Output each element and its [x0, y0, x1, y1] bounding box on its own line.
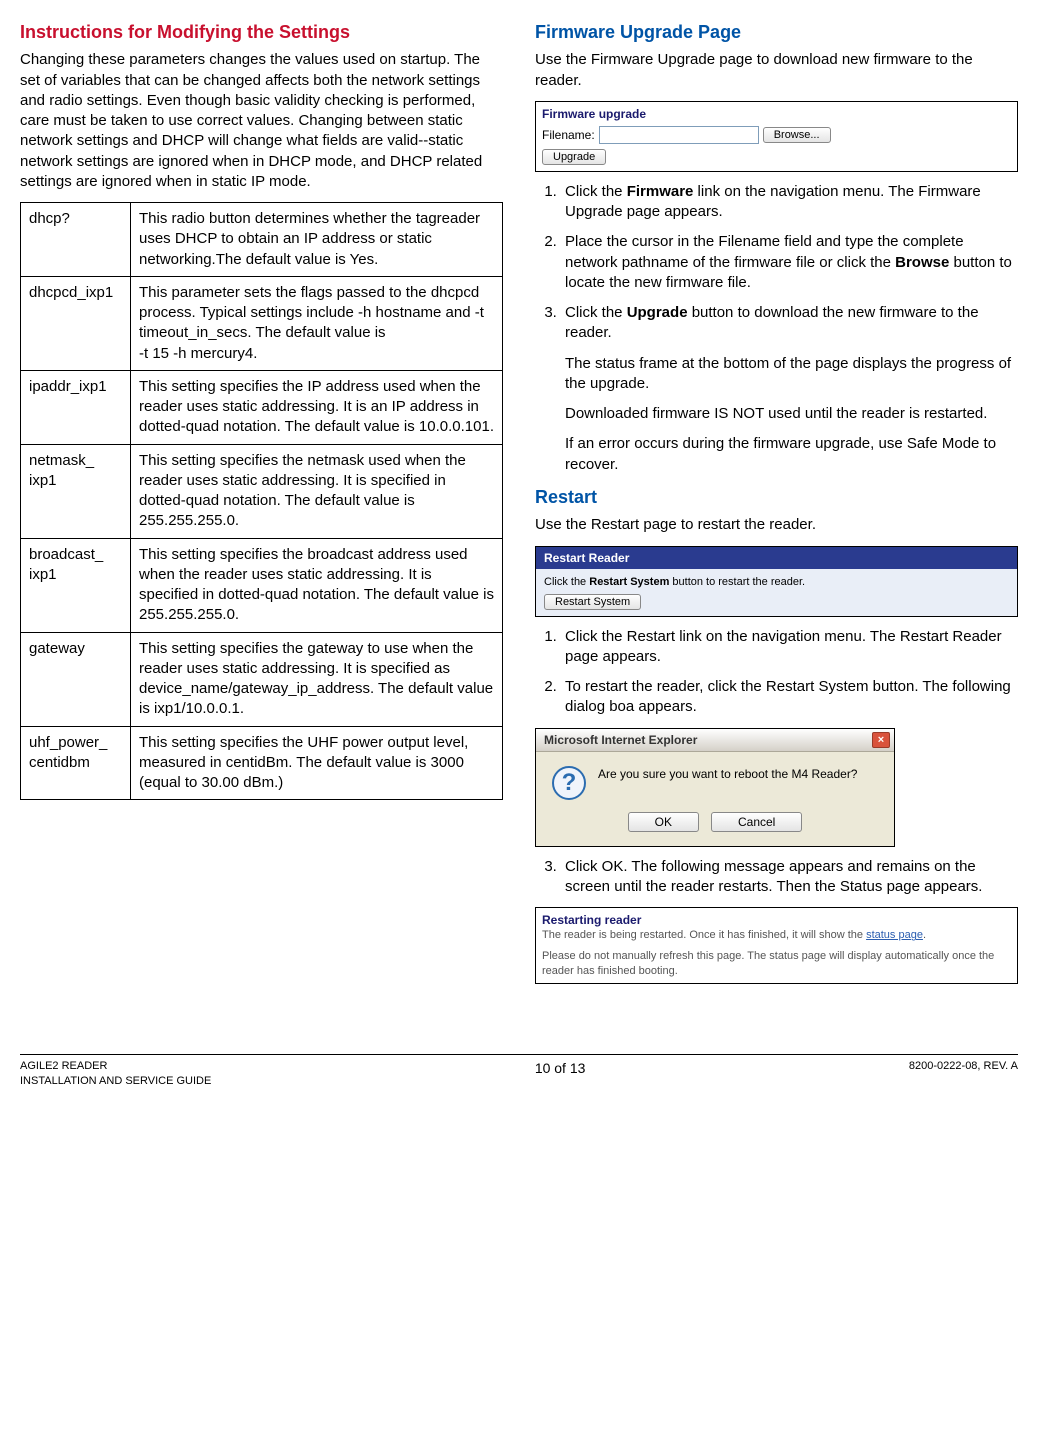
restart-intro: Use the Restart page to restart the read… — [535, 515, 1018, 535]
settings-heading: Instructions for Modifying the Settings — [20, 20, 503, 44]
table-row: dhcp?This radio button determines whethe… — [21, 203, 503, 277]
table-row: netmask_ ixp1This setting specifies the … — [21, 444, 503, 538]
table-row: gatewayThis setting specifies the gatewa… — [21, 632, 503, 726]
firmware-intro: Use the Firmware Upgrade page to downloa… — [535, 50, 1018, 91]
setting-key: ipaddr_ixp1 — [21, 370, 131, 444]
fw-step-3: Click the Upgrade button to download the… — [561, 303, 1018, 344]
firmware-steps: Click the Firmware link on the navigatio… — [535, 182, 1018, 344]
setting-key: uhf_power_ centidbm — [21, 726, 131, 800]
firmware-heading: Firmware Upgrade Page — [535, 20, 1018, 44]
fw-step-2: Place the cursor in the Filename field a… — [561, 232, 1018, 293]
ie-message: Are you sure you want to reboot the M4 R… — [598, 766, 857, 782]
settings-table: dhcp?This radio button determines whethe… — [20, 202, 503, 800]
setting-value: This parameter sets the flags passed to … — [131, 276, 503, 370]
restarting-reader-screenshot: Restarting reader The reader is being re… — [535, 907, 1018, 984]
restarting-line-2: Please do not manually refresh this page… — [542, 949, 1011, 979]
rs-step-1: Click the Restart link on the navigation… — [561, 627, 1018, 668]
fw-sub-3: If an error occurs during the firmware u… — [565, 434, 1018, 475]
setting-key: dhcp? — [21, 203, 131, 277]
right-column: Firmware Upgrade Page Use the Firmware U… — [535, 20, 1018, 994]
page-footer: AGILE2 READER INSTALLATION AND SERVICE G… — [20, 1054, 1018, 1089]
browse-button[interactable]: Browse... — [763, 127, 831, 143]
restart-reader-screenshot: Restart Reader Click the Restart System … — [535, 546, 1018, 617]
rs-step-2: To restart the reader, click the Restart… — [561, 677, 1018, 718]
footer-right: 8200-0222-08, REV. A — [909, 1059, 1018, 1089]
ie-confirm-dialog: Microsoft Internet Explorer × ? Are you … — [535, 728, 895, 847]
setting-key: dhcpcd_ixp1 — [21, 276, 131, 370]
settings-intro: Changing these parameters changes the va… — [20, 50, 503, 192]
fw-box-title: Firmware upgrade — [542, 106, 1011, 122]
ie-title: Microsoft Internet Explorer — [544, 732, 697, 748]
fw-filename-input[interactable] — [599, 126, 759, 144]
restarting-title: Restarting reader — [542, 912, 1011, 928]
table-row: dhcpcd_ixp1This parameter sets the flags… — [21, 276, 503, 370]
cancel-button[interactable]: Cancel — [711, 812, 802, 832]
table-row: ipaddr_ixp1This setting specifies the IP… — [21, 370, 503, 444]
setting-value: This setting specifies the UHF power out… — [131, 726, 503, 800]
setting-value: This setting specifies the gateway to us… — [131, 632, 503, 726]
ok-button[interactable]: OK — [628, 812, 699, 832]
rs-step-3: Click OK. The following message appears … — [561, 857, 1018, 898]
restart-box-title: Restart Reader — [536, 547, 1017, 569]
footer-left: AGILE2 READER INSTALLATION AND SERVICE G… — [20, 1059, 211, 1089]
fw-filename-label: Filename: — [542, 127, 595, 143]
firmware-upgrade-screenshot: Firmware upgrade Filename: Browse... Upg… — [535, 101, 1018, 172]
fw-sub-2: Downloaded firmware IS NOT used until th… — [565, 404, 1018, 424]
restarting-line-1: The reader is being restarted. Once it h… — [542, 928, 1011, 943]
setting-key: gateway — [21, 632, 131, 726]
close-icon[interactable]: × — [872, 732, 890, 748]
setting-key: broadcast_ ixp1 — [21, 538, 131, 632]
restart-system-button[interactable]: Restart System — [544, 594, 641, 610]
left-column: Instructions for Modifying the Settings … — [20, 20, 503, 994]
restart-steps-b: Click OK. The following message appears … — [535, 857, 1018, 898]
question-icon: ? — [552, 766, 586, 800]
restart-steps-a: Click the Restart link on the navigation… — [535, 627, 1018, 718]
setting-value: This setting specifies the IP address us… — [131, 370, 503, 444]
table-row: broadcast_ ixp1This setting specifies th… — [21, 538, 503, 632]
setting-key: netmask_ ixp1 — [21, 444, 131, 538]
footer-page-number: 10 of 13 — [211, 1059, 909, 1089]
restart-heading: Restart — [535, 485, 1018, 509]
fw-step-1: Click the Firmware link on the navigatio… — [561, 182, 1018, 223]
fw-sub-1: The status frame at the bottom of the pa… — [565, 354, 1018, 395]
setting-value: This radio button determines whether the… — [131, 203, 503, 277]
setting-value: This setting specifies the netmask used … — [131, 444, 503, 538]
table-row: uhf_power_ centidbmThis setting specifie… — [21, 726, 503, 800]
status-page-link[interactable]: status page — [866, 929, 923, 941]
setting-value: This setting specifies the broadcast add… — [131, 538, 503, 632]
upgrade-button[interactable]: Upgrade — [542, 149, 606, 165]
